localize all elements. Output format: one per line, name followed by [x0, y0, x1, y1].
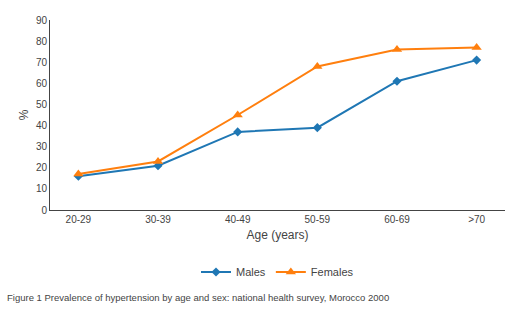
svg-text:20: 20 [36, 162, 48, 173]
svg-text:Age (years): Age (years) [246, 228, 308, 242]
svg-text:Females: Females [311, 266, 354, 278]
svg-text:90: 90 [36, 15, 48, 26]
svg-text:30-39: 30-39 [145, 214, 171, 225]
svg-text:Figure 1 Prevalence of hyperte: Figure 1 Prevalence of hypertension by a… [7, 292, 389, 303]
svg-text:50-59: 50-59 [305, 214, 331, 225]
svg-text:Males: Males [236, 266, 266, 278]
svg-text:80: 80 [36, 36, 48, 47]
svg-text:0: 0 [41, 205, 47, 216]
svg-text:60: 60 [36, 78, 48, 89]
svg-text:50: 50 [36, 99, 48, 110]
svg-text:>70: >70 [468, 214, 485, 225]
svg-text:60-69: 60-69 [384, 214, 410, 225]
svg-text:30: 30 [36, 141, 48, 152]
svg-text:40: 40 [36, 120, 48, 131]
svg-text:10: 10 [36, 183, 48, 194]
svg-text:40-49: 40-49 [225, 214, 251, 225]
svg-text:70: 70 [36, 57, 48, 68]
svg-text:20-29: 20-29 [66, 214, 92, 225]
svg-text:%: % [17, 109, 31, 120]
